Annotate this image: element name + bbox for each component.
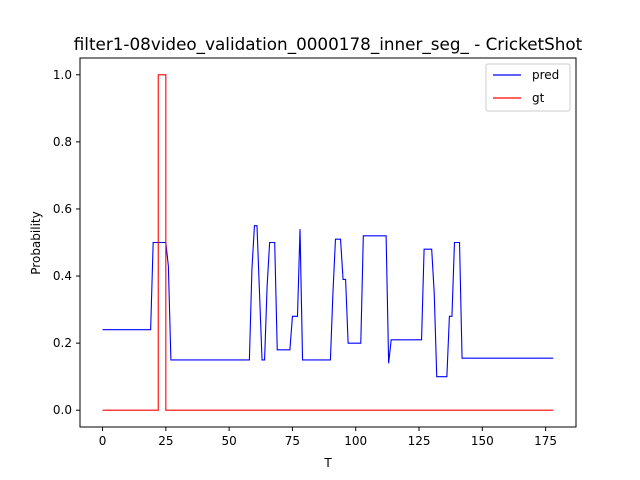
y-tick-label: 0.2 xyxy=(53,336,72,350)
y-axis-label: Probability xyxy=(29,211,43,274)
x-tick-label: 125 xyxy=(408,434,431,448)
chart-title: filter1-08video_validation_0000178_inner… xyxy=(74,34,583,55)
series-layer xyxy=(102,74,554,411)
y-axis: 0.0 0.2 0.4 0.6 0.8 1.0 xyxy=(53,68,80,417)
x-tick-label: 50 xyxy=(221,434,236,448)
x-axis: 0 25 50 75 100 125 150 175 xyxy=(99,427,557,448)
legend-frame xyxy=(485,63,571,112)
y-tick-label: 0.8 xyxy=(53,135,72,149)
x-axis-label: T xyxy=(323,456,332,470)
y-tick-label: 0.0 xyxy=(53,403,72,417)
y-tick-label: 0.6 xyxy=(53,202,72,216)
x-tick-label: 25 xyxy=(158,434,173,448)
y-tick-label: 0.4 xyxy=(53,269,72,283)
x-tick-label: 75 xyxy=(285,434,300,448)
y-tick-label: 1.0 xyxy=(53,68,72,82)
legend-label-pred: pred xyxy=(532,68,559,82)
series-line-gt xyxy=(102,74,554,411)
axes-frame xyxy=(79,57,577,428)
legend-label-gt: gt xyxy=(532,91,545,105)
x-tick-label: 100 xyxy=(344,434,367,448)
x-tick-label: 0 xyxy=(99,434,107,448)
plot-area xyxy=(79,57,577,428)
series-line-pred xyxy=(102,225,554,378)
x-tick-label: 150 xyxy=(471,434,494,448)
x-tick-label: 175 xyxy=(534,434,557,448)
legend: pred gt xyxy=(485,63,571,112)
